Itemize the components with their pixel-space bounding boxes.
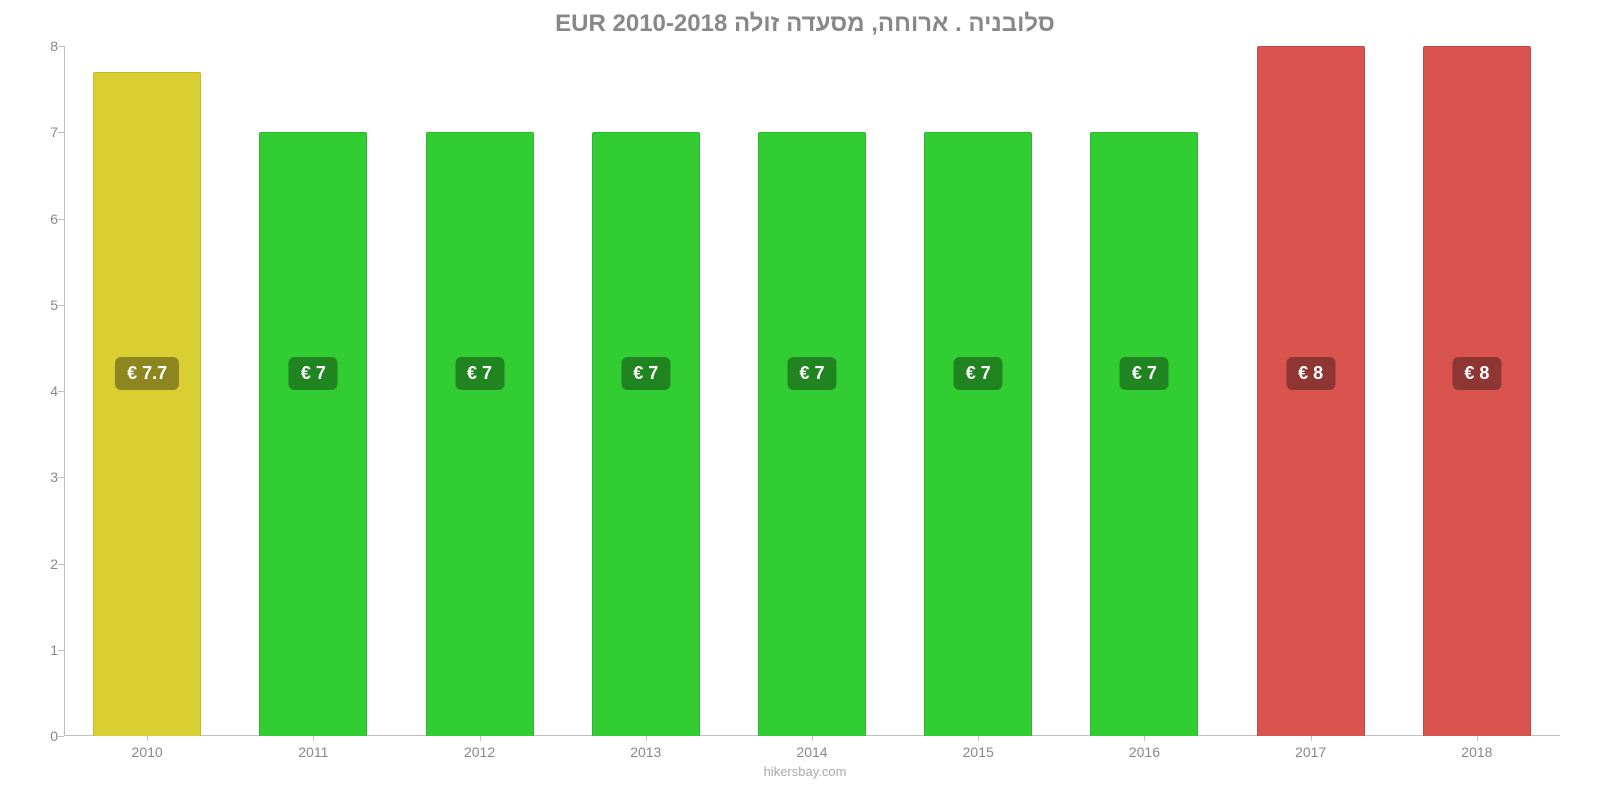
x-tick-label: 2017 — [1228, 744, 1394, 760]
y-tick-label: 1 — [50, 642, 58, 658]
x-tick-label: 2012 — [396, 744, 562, 760]
x-tick-label: 2013 — [563, 744, 729, 760]
y-tick-mark — [58, 305, 64, 306]
y-tick-label: 8 — [50, 38, 58, 54]
x-tick-mark — [313, 736, 314, 741]
bars-row: € 7.7 € 7 € 7 € 7 € 7 € 7 € 7 € 8 € 8 — [64, 46, 1560, 736]
bar-value-label: € 7 — [621, 357, 670, 390]
x-tick-mark — [147, 736, 148, 741]
bar-value-label: € 8 — [1286, 357, 1335, 390]
y-tick-label: 3 — [50, 469, 58, 485]
chart-title: סלובניה . ארוחה, מסעדה זולה EUR 2010-201… — [40, 10, 1570, 38]
bar-slot: € 7 — [1061, 46, 1227, 736]
y-tick-mark — [58, 391, 64, 392]
x-tick-mark — [978, 736, 979, 741]
x-tick-mark — [1477, 736, 1478, 741]
x-tick-mark — [1144, 736, 1145, 741]
x-tick-label: 2010 — [64, 744, 230, 760]
y-tick-mark — [58, 132, 64, 133]
y-tick-mark — [58, 650, 64, 651]
y-tick-mark — [58, 477, 64, 478]
chart-footer: hikersbay.com — [40, 764, 1570, 779]
y-tick-label: 6 — [50, 211, 58, 227]
bar: € 7 — [1090, 132, 1198, 736]
plot-area: 012345678 € 7.7€ 7€ 7€ 7€ 7€ 7€ 7€ 8€ 8 — [64, 46, 1560, 736]
bar-value-label: € 7.7 — [115, 357, 179, 390]
x-tick-label: 2011 — [230, 744, 396, 760]
bar-value-label: € 7 — [787, 357, 836, 390]
y-tick-mark — [58, 564, 64, 565]
x-tick-label: 2016 — [1061, 744, 1227, 760]
y-tick-mark — [58, 219, 64, 220]
bar-slot: € 7 — [895, 46, 1061, 736]
x-tick-label: 2015 — [895, 744, 1061, 760]
y-tick-label: 0 — [50, 728, 58, 744]
bar: € 8 — [1257, 46, 1365, 736]
x-axis: 201020112012201320142015201620172018 — [64, 744, 1560, 760]
y-tick-mark — [58, 46, 64, 47]
bar: € 7 — [758, 132, 866, 736]
bar-value-label: € 7 — [1120, 357, 1169, 390]
x-tick-label: 2014 — [729, 744, 895, 760]
bar: € 7 — [924, 132, 1032, 736]
bar-value-label: € 7 — [954, 357, 1003, 390]
bar-value-label: € 7 — [455, 357, 504, 390]
y-tick-label: 2 — [50, 556, 58, 572]
x-tick-mark — [812, 736, 813, 741]
bar: € 7 — [426, 132, 534, 736]
y-tick-label: 7 — [50, 124, 58, 140]
bar-slot: € 7 — [729, 46, 895, 736]
x-tick-mark — [480, 736, 481, 741]
bar-slot: € 7 — [396, 46, 562, 736]
bar: € 8 — [1423, 46, 1531, 736]
y-tick-mark — [58, 736, 64, 737]
bar-slot: € 7 — [230, 46, 396, 736]
bar-slot: € 7.7 — [64, 46, 230, 736]
y-tick-label: 5 — [50, 297, 58, 313]
y-tick-label: 4 — [50, 383, 58, 399]
bar-value-label: € 8 — [1452, 357, 1501, 390]
x-tick-label: 2018 — [1394, 744, 1560, 760]
x-tick-mark — [646, 736, 647, 741]
bar: € 7 — [592, 132, 700, 736]
bar-value-label: € 7 — [289, 357, 338, 390]
bar: € 7 — [259, 132, 367, 736]
bar-slot: € 8 — [1228, 46, 1394, 736]
bar-slot: € 8 — [1394, 46, 1560, 736]
bar-slot: € 7 — [563, 46, 729, 736]
x-tick-mark — [1311, 736, 1312, 741]
chart-container: סלובניה . ארוחה, מסעדה זולה EUR 2010-201… — [40, 10, 1570, 780]
bar: € 7.7 — [93, 72, 201, 736]
